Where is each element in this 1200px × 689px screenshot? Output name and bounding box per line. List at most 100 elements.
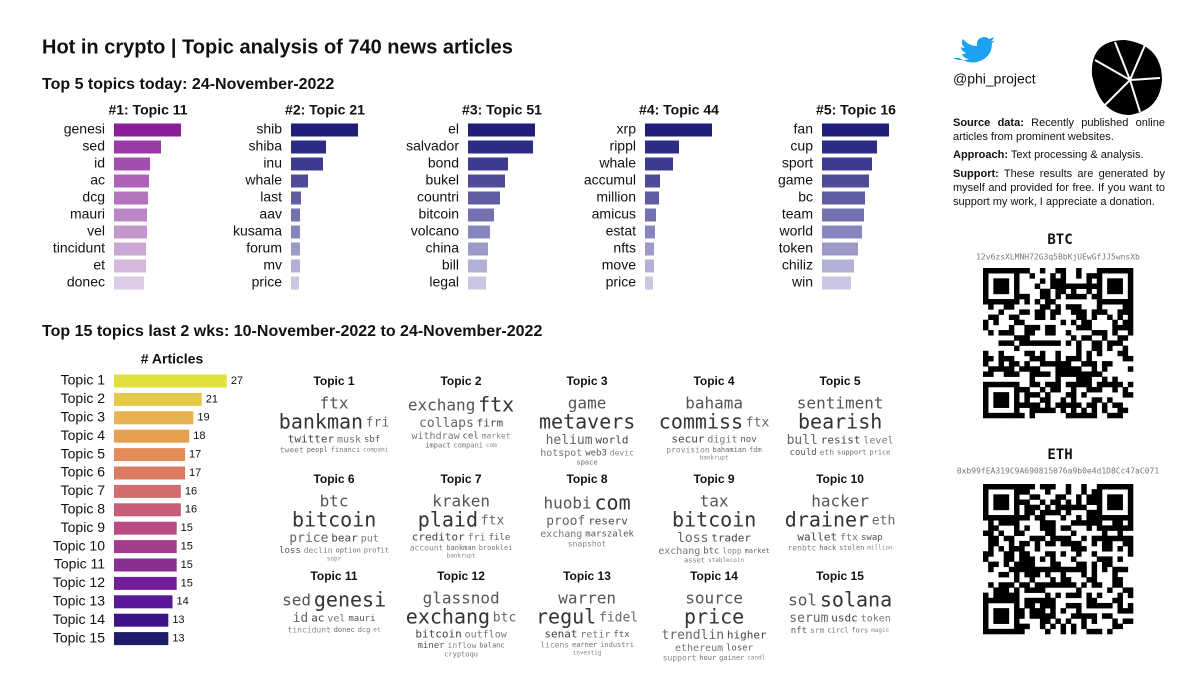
qr-module bbox=[1034, 407, 1041, 414]
cloud-word: donec bbox=[334, 626, 355, 634]
qr-module bbox=[1029, 494, 1036, 500]
qr-module bbox=[1034, 587, 1041, 593]
qr-module bbox=[998, 340, 1004, 346]
qr-module bbox=[1034, 402, 1041, 408]
qr-module bbox=[1086, 319, 1092, 326]
cloud-word: asset bbox=[684, 557, 705, 565]
qr-module bbox=[1024, 509, 1030, 516]
qr-module bbox=[1024, 571, 1030, 578]
qr-module bbox=[1117, 623, 1123, 630]
qr-module bbox=[1122, 566, 1129, 573]
cloud-word: eth bbox=[820, 448, 835, 457]
qr-module bbox=[1065, 504, 1072, 511]
qr-module bbox=[1101, 335, 1108, 341]
qr-module bbox=[1070, 335, 1077, 341]
qr-module bbox=[998, 288, 1004, 295]
qr-module bbox=[998, 499, 1004, 505]
qr-module bbox=[1039, 397, 1046, 403]
cloud-word: lopp bbox=[722, 547, 741, 556]
qr-module bbox=[1117, 504, 1123, 511]
qr-module bbox=[1008, 299, 1015, 305]
cloud-word: reserv bbox=[588, 515, 628, 528]
qr-module bbox=[1039, 623, 1046, 630]
bar bbox=[468, 276, 486, 290]
qr-module bbox=[1055, 499, 1061, 505]
qr-module bbox=[1096, 340, 1103, 346]
qr-module bbox=[988, 314, 994, 321]
qr-module bbox=[1070, 355, 1077, 362]
qr-module bbox=[983, 489, 989, 495]
cloud-word: huobi bbox=[544, 494, 592, 513]
cloud-word: warren bbox=[558, 589, 616, 608]
bar bbox=[645, 276, 653, 290]
qr-module bbox=[988, 299, 994, 305]
qr-module bbox=[1039, 304, 1046, 310]
cloud-word: ftx bbox=[320, 394, 349, 413]
qr-module bbox=[1029, 561, 1036, 568]
qr-module bbox=[1117, 566, 1123, 573]
qr-module bbox=[1050, 551, 1056, 557]
y-tick-label: Topic 3 bbox=[61, 409, 106, 425]
qr-module bbox=[1014, 571, 1020, 578]
qr-module bbox=[1055, 283, 1061, 289]
bar bbox=[291, 259, 300, 273]
qr-module bbox=[1055, 288, 1061, 295]
cloud-word: bitcoin bbox=[415, 628, 461, 641]
qr-module bbox=[1122, 335, 1129, 341]
qr-module bbox=[1107, 613, 1113, 619]
qr-module bbox=[1122, 525, 1129, 531]
qr-module bbox=[1107, 340, 1113, 346]
qr-module bbox=[1070, 540, 1077, 547]
qr-module bbox=[1019, 412, 1025, 419]
cloud-word: price bbox=[289, 531, 328, 546]
y-tick-label: move bbox=[602, 257, 636, 273]
value-label: 21 bbox=[206, 393, 218, 405]
qr-module bbox=[1055, 504, 1061, 511]
qr-module bbox=[988, 561, 994, 568]
y-tick-label: volcano bbox=[411, 223, 459, 239]
qr-module bbox=[1086, 386, 1092, 393]
qr-module bbox=[1070, 309, 1077, 315]
qr-module bbox=[1024, 556, 1030, 562]
qr-module bbox=[1029, 355, 1036, 362]
bar bbox=[468, 242, 488, 256]
qr-module bbox=[1034, 608, 1041, 614]
qr-module bbox=[1039, 602, 1046, 609]
qr-module bbox=[1112, 623, 1118, 630]
qr-module bbox=[1086, 402, 1092, 408]
qr-module bbox=[1076, 309, 1082, 315]
qr-module bbox=[1060, 268, 1067, 274]
qr-module bbox=[998, 608, 1004, 614]
qr-module bbox=[993, 587, 999, 593]
bar bbox=[468, 157, 508, 171]
qr-module bbox=[1055, 402, 1061, 408]
qr-module bbox=[1101, 309, 1108, 315]
qr-module bbox=[998, 592, 1004, 599]
qr-module bbox=[1003, 397, 1010, 403]
cloud-word: dcg bbox=[358, 626, 371, 634]
cloud-word: hour bbox=[699, 654, 716, 662]
qr-module bbox=[1076, 340, 1082, 346]
bar bbox=[114, 225, 147, 239]
y-tick-label: fan bbox=[794, 121, 813, 137]
qr-module bbox=[1091, 613, 1098, 619]
qr-module bbox=[1117, 546, 1123, 552]
y-tick-label: sed bbox=[82, 138, 105, 154]
qr-module bbox=[1070, 520, 1077, 526]
qr-module bbox=[1112, 525, 1118, 531]
qr-module bbox=[1096, 299, 1103, 305]
qr-module bbox=[1039, 535, 1046, 542]
qr-module bbox=[1050, 499, 1056, 505]
qr-module bbox=[1076, 381, 1082, 388]
y-tick-label: el bbox=[448, 121, 459, 137]
qr-module bbox=[1117, 577, 1123, 583]
qr-module bbox=[1039, 278, 1046, 284]
qr-module bbox=[1065, 340, 1072, 346]
qr-module bbox=[1008, 551, 1015, 557]
cloud-title: Topic 12 bbox=[437, 569, 485, 583]
qr-module bbox=[998, 402, 1004, 408]
qr-module bbox=[1039, 361, 1046, 367]
qr-module bbox=[1024, 602, 1030, 609]
qr-module bbox=[1117, 350, 1123, 357]
value-label: 15 bbox=[181, 541, 193, 553]
